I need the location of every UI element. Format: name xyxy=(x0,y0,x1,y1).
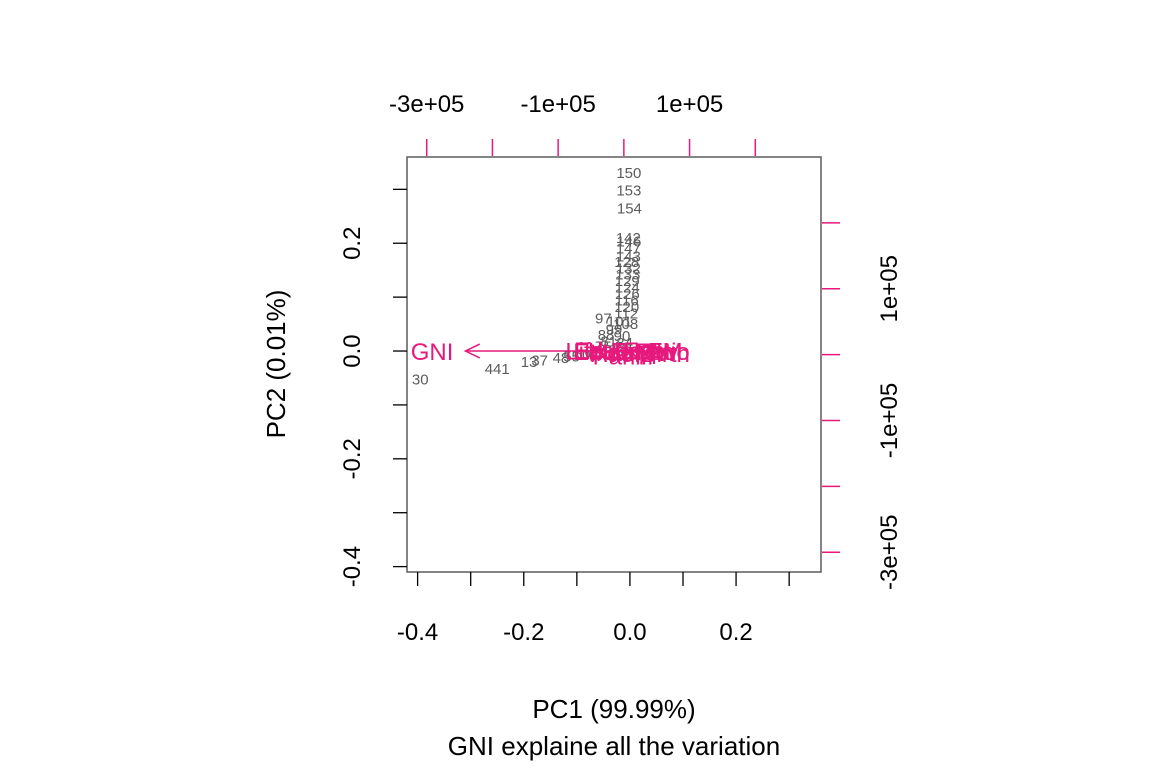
bottom-axis: -0.4 -0.2 0.0 0.2 xyxy=(397,572,790,646)
left-axis: -0.4 -0.2 0.0 0.2 xyxy=(339,188,407,587)
observation-label: 126 xyxy=(615,286,640,303)
observation-label: 146 xyxy=(616,234,641,251)
top-axis-tick-label: 1e+05 xyxy=(656,91,723,118)
variable-label: Labo.FM xyxy=(588,338,683,365)
bottom-axis-tick-label: 0.2 xyxy=(719,619,752,646)
variable-label: Ratio xyxy=(634,339,690,366)
chart-subtitle: GNI explaine all the variation xyxy=(448,731,780,761)
observation-label: 142 xyxy=(616,230,641,247)
observation-label: 143 xyxy=(616,249,641,266)
variable-arrows: GNI Life.ExpEdu.ExpMat.MorAdo.BirthParli.… xyxy=(411,338,690,370)
variable-label: Mat.Mor xyxy=(589,340,677,367)
observation-label: 120 xyxy=(614,299,639,316)
variable-arrow-head xyxy=(463,343,481,359)
bottom-axis-tick-label: 0.0 xyxy=(613,619,646,646)
plot-frame xyxy=(406,156,822,573)
variable-label: Ado.Birth xyxy=(591,341,690,368)
observation-label: 132 xyxy=(616,261,641,278)
variable-label: Edu2.FM xyxy=(573,339,670,366)
right-axis-tick-label: -3e+05 xyxy=(876,515,903,590)
observation-label: 101 xyxy=(607,313,632,330)
right-axis-tick-label: 1e+05 xyxy=(876,255,903,322)
observation-label: 128 xyxy=(614,254,639,271)
observation-label: 37 xyxy=(531,353,548,370)
bottom-axis-tick-label: -0.2 xyxy=(503,619,544,646)
bottom-axis-tick-label: -0.4 xyxy=(397,619,438,646)
observation-label: 78 xyxy=(611,340,628,357)
observation-label: 48 xyxy=(553,350,570,367)
observation-label: 13 xyxy=(521,354,538,371)
right-axis-tick-label: -1e+05 xyxy=(876,383,903,458)
observation-label: 112 xyxy=(614,305,638,322)
observation-label: 133 xyxy=(615,266,640,283)
top-axis: -3e+05 -1e+05 1e+05 xyxy=(389,91,757,156)
observation-label: 441 xyxy=(485,361,510,378)
top-axis-tick-label: -3e+05 xyxy=(389,91,464,118)
x-axis-label: PC1 (99.99%) xyxy=(532,694,695,724)
variable-arrow-head xyxy=(647,343,664,359)
observation-label: 99 xyxy=(606,321,623,338)
observation-label: 150 xyxy=(616,165,641,182)
observation-label: 88 xyxy=(598,327,615,344)
left-axis-tick-label: 0.0 xyxy=(339,334,366,367)
right-axis: -3e+05 -1e+05 1e+05 xyxy=(822,222,903,590)
top-axis-tick-label: -1e+05 xyxy=(520,91,595,118)
variable-label: GNI xyxy=(411,339,454,366)
observation-label: 108 xyxy=(613,316,638,333)
observation-label: 124 xyxy=(615,279,640,296)
observation-label: 90 xyxy=(614,328,631,345)
observation-label: 55 xyxy=(563,348,580,365)
left-axis-tick-label: -0.2 xyxy=(339,438,366,479)
observation-label: 81 xyxy=(600,333,617,350)
observation-label: 116 xyxy=(615,292,639,309)
observation-label: 84 xyxy=(616,335,633,352)
observation-label: 153 xyxy=(616,182,641,199)
observation-label: 67 xyxy=(584,344,601,361)
observation-label: 97 xyxy=(595,311,612,328)
observation-label: 154 xyxy=(617,201,642,218)
observation-label: 147 xyxy=(616,241,641,258)
observation-label: 30 xyxy=(412,372,429,389)
left-axis-tick-label: -0.4 xyxy=(339,546,366,587)
y-axis-label: PC2 (0.01%) xyxy=(261,290,291,439)
observation-labels: 1501531541421461471431281321331291241261… xyxy=(412,165,642,388)
left-axis-tick-label: 0.2 xyxy=(339,227,366,260)
observation-label: 129 xyxy=(615,273,640,290)
